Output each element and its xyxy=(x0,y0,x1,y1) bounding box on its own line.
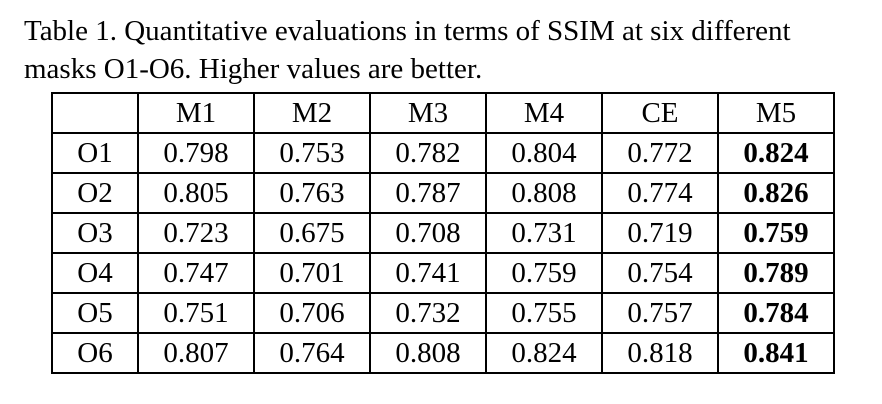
table-row: O6 0.807 0.764 0.808 0.824 0.818 0.841 xyxy=(51,332,835,374)
table-cell: 0.755 xyxy=(485,292,603,334)
table-cell: 0.701 xyxy=(253,252,371,294)
table-cell: 0.774 xyxy=(601,172,719,214)
table-cell: 0.787 xyxy=(369,172,487,214)
table-cell: 0.824 xyxy=(485,332,603,374)
table-cell: 0.754 xyxy=(601,252,719,294)
table-row: O5 0.751 0.706 0.732 0.755 0.757 0.784 xyxy=(51,292,835,334)
header-cell-m5: M5 xyxy=(717,92,835,134)
row-label: O5 xyxy=(51,292,139,334)
table-cell: 0.805 xyxy=(137,172,255,214)
header-cell-corner xyxy=(51,92,139,134)
table-cell: 0.732 xyxy=(369,292,487,334)
table-cell: 0.741 xyxy=(369,252,487,294)
table-cell: 0.723 xyxy=(137,212,255,254)
best-value-cell: 0.824 xyxy=(717,132,835,174)
header-cell-ce: CE xyxy=(601,92,719,134)
row-label: O3 xyxy=(51,212,139,254)
table-cell: 0.751 xyxy=(137,292,255,334)
table-cell: 0.808 xyxy=(485,172,603,214)
table-cell: 0.818 xyxy=(601,332,719,374)
best-value-cell: 0.759 xyxy=(717,212,835,254)
table-cell: 0.804 xyxy=(485,132,603,174)
table-cell: 0.757 xyxy=(601,292,719,334)
table-cell: 0.731 xyxy=(485,212,603,254)
table-row: O2 0.805 0.763 0.787 0.808 0.774 0.826 xyxy=(51,172,835,214)
caption-line-1: Table 1. Quantitative evaluations in ter… xyxy=(24,15,791,47)
table-cell: 0.719 xyxy=(601,212,719,254)
table-cell: 0.675 xyxy=(253,212,371,254)
table-row: O3 0.723 0.675 0.708 0.731 0.719 0.759 xyxy=(51,212,835,254)
best-value-cell: 0.784 xyxy=(717,292,835,334)
table-caption: Table 1. Quantitative evaluations in ter… xyxy=(24,12,874,88)
table-cell: 0.782 xyxy=(369,132,487,174)
row-label: O6 xyxy=(51,332,139,374)
row-label: O4 xyxy=(51,252,139,294)
header-cell-m2: M2 xyxy=(253,92,371,134)
row-label: O2 xyxy=(51,172,139,214)
table-header-row: M1 M2 M3 M4 CE M5 xyxy=(51,92,835,134)
table-cell: 0.759 xyxy=(485,252,603,294)
best-value-cell: 0.826 xyxy=(717,172,835,214)
table-cell: 0.764 xyxy=(253,332,371,374)
table-cell: 0.798 xyxy=(137,132,255,174)
table-cell: 0.807 xyxy=(137,332,255,374)
table-cell: 0.706 xyxy=(253,292,371,334)
table-cell: 0.708 xyxy=(369,212,487,254)
table-row: O4 0.747 0.701 0.741 0.759 0.754 0.789 xyxy=(51,252,835,294)
caption-line-2: masks O1-O6. Higher values are better. xyxy=(24,53,483,85)
table-cell: 0.753 xyxy=(253,132,371,174)
row-label: O1 xyxy=(51,132,139,174)
table-cell: 0.763 xyxy=(253,172,371,214)
table-cell: 0.772 xyxy=(601,132,719,174)
best-value-cell: 0.841 xyxy=(717,332,835,374)
header-cell-m1: M1 xyxy=(137,92,255,134)
table-cell: 0.808 xyxy=(369,332,487,374)
table-row: O1 0.798 0.753 0.782 0.804 0.772 0.824 xyxy=(51,132,835,174)
header-cell-m4: M4 xyxy=(485,92,603,134)
ssim-results-table: M1 M2 M3 M4 CE M5 O1 0.798 0.753 0.782 0… xyxy=(51,92,835,374)
header-cell-m3: M3 xyxy=(369,92,487,134)
table-cell: 0.747 xyxy=(137,252,255,294)
best-value-cell: 0.789 xyxy=(717,252,835,294)
